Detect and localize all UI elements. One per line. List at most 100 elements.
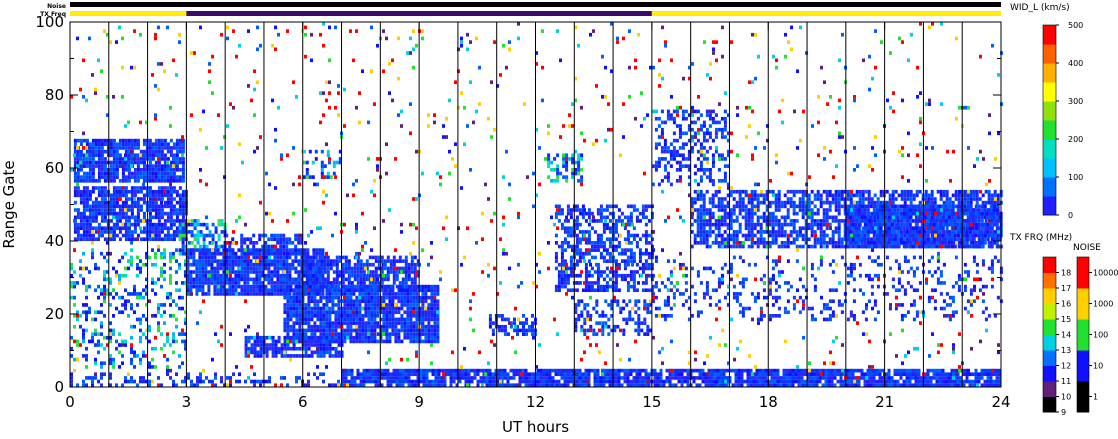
data-cell: [598, 314, 602, 318]
data-cell: [741, 233, 745, 238]
data-cell: [792, 208, 796, 212]
data-cell: [228, 284, 232, 289]
data-cell: [214, 226, 218, 231]
data-cell: [142, 168, 146, 172]
data-cell: [288, 292, 292, 296]
data-cell: [693, 233, 697, 238]
data-cell: [819, 222, 823, 227]
data-cell: [831, 244, 835, 249]
data-cell: [115, 204, 119, 209]
data-cell: [825, 219, 829, 223]
data-cell: [599, 237, 603, 242]
data-cell: [331, 299, 335, 304]
data-cell: [380, 277, 384, 282]
data-cell: [282, 281, 286, 285]
data-cell: [204, 262, 208, 267]
data-cell: [373, 284, 377, 289]
data-cell: [723, 116, 727, 121]
data-cell: [580, 314, 584, 318]
data-cell: [596, 211, 600, 216]
data-cell: [91, 164, 95, 168]
data-cell: [255, 284, 259, 289]
data-cell: [189, 281, 193, 285]
data-cell: [807, 193, 811, 198]
data-cell: [657, 142, 661, 147]
data-cell: [148, 233, 152, 238]
data-cell: [560, 262, 564, 267]
data-cell: [82, 160, 86, 165]
data-cell: [139, 168, 143, 172]
data-cell: [610, 303, 614, 307]
data-cell: [969, 241, 973, 245]
data-cell: [352, 299, 356, 304]
data-cell: [300, 281, 304, 285]
data-cell: [699, 233, 703, 238]
data-cell: [356, 266, 360, 271]
data-cell: [605, 237, 609, 242]
data-cell: [911, 244, 915, 249]
data-cell: [285, 281, 289, 285]
data-cell: [190, 241, 194, 245]
data-cell: [264, 251, 268, 256]
data-cell: [222, 284, 226, 289]
data-cell: [798, 200, 802, 205]
data-cell: [914, 233, 918, 238]
data-cell: [401, 266, 405, 271]
data-cell: [103, 226, 107, 231]
data-cell: [608, 226, 612, 231]
data-cell: [220, 244, 224, 249]
data-cell: [851, 244, 855, 249]
data-cell: [843, 233, 847, 238]
data-cell: [341, 284, 345, 289]
data-cell: [646, 328, 650, 333]
data-cell: [593, 255, 597, 260]
data-cell: [79, 226, 83, 231]
data-cell: [346, 295, 350, 300]
data-cell: [115, 157, 119, 161]
data-cell: [181, 168, 185, 172]
data-cell: [678, 146, 682, 150]
data-cell: [344, 284, 348, 289]
data-cell: [647, 266, 651, 271]
data-cell: [189, 248, 193, 252]
data-cell: [344, 266, 348, 271]
data-cell: [169, 222, 173, 227]
data-cell: [774, 204, 778, 209]
data-cell: [400, 292, 404, 296]
data-cell: [100, 226, 104, 231]
data-cell: [323, 262, 327, 267]
data-cell: [276, 233, 280, 238]
data-cell: [103, 215, 107, 220]
data-cell: [332, 259, 336, 263]
data-cell: [377, 273, 381, 278]
data-cell: [666, 109, 670, 114]
data-cell: [394, 317, 398, 322]
data-cell: [584, 219, 588, 223]
data-cell: [702, 197, 706, 201]
data-cell: [637, 321, 641, 325]
data-cell: [413, 266, 417, 271]
data-cell: [768, 189, 772, 194]
data-cell: [352, 335, 356, 340]
data-cell: [711, 204, 715, 209]
data-cell: [433, 310, 437, 315]
data-cell: [596, 266, 600, 271]
data-cell: [708, 211, 712, 216]
data-cell: [798, 226, 802, 231]
data-cell: [213, 273, 217, 278]
data-cell: [801, 193, 805, 198]
data-cell: [82, 222, 86, 227]
data-cell: [118, 211, 122, 216]
data-cell: [82, 204, 86, 209]
data-cell: [356, 288, 360, 293]
data-cell: [127, 237, 131, 242]
data-cell: [368, 255, 372, 260]
data-cell: [124, 204, 128, 209]
data-cell: [313, 299, 317, 304]
data-cell: [798, 197, 802, 201]
data-cell: [798, 244, 802, 249]
data-cell: [308, 273, 312, 278]
data-cell: [127, 175, 131, 179]
data-cell: [575, 219, 579, 223]
data-cell: [326, 171, 330, 176]
